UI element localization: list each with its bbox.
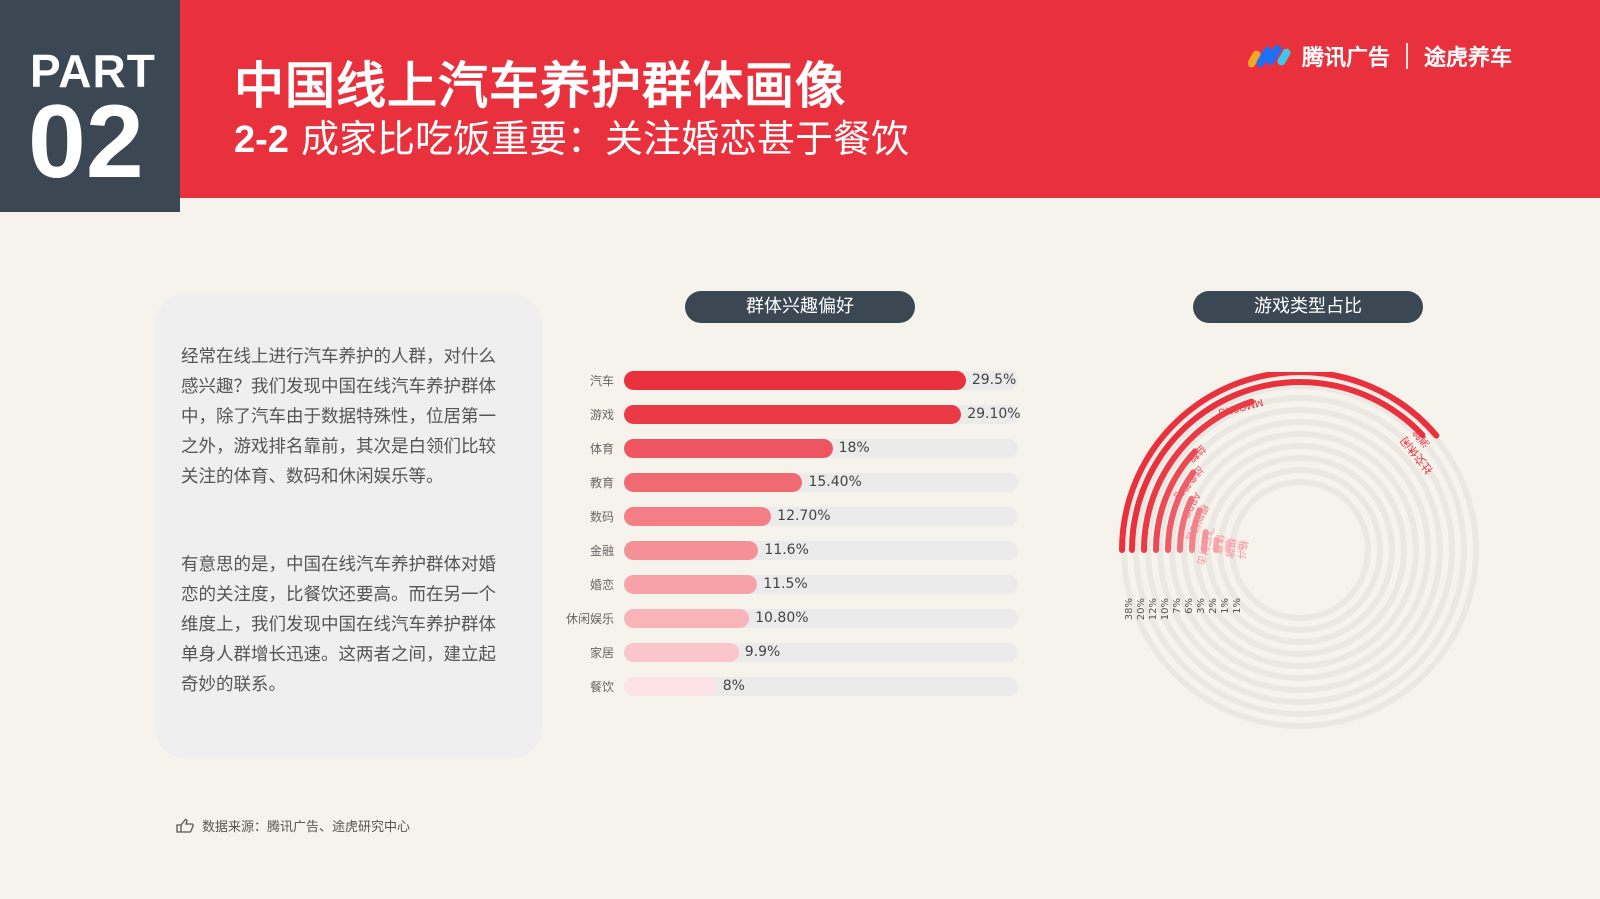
radial-value-label: 38% — [1124, 598, 1135, 620]
radial-bar — [1177, 495, 1195, 553]
bar-row: 数码 12.70% — [560, 504, 1040, 528]
bar-value-label: 29.5% — [971, 372, 1017, 388]
bar-category-label: 金融 — [589, 544, 614, 558]
game-radial-chart: 社交休闲消除38%MMOPRG20%益智12%战争策略10%ARPG7%模拟经营… — [1119, 372, 1479, 729]
bar-value-label: 10.80% — [755, 610, 809, 626]
game-chart-title: 游戏类型占比 — [1193, 291, 1423, 323]
bar-category-label: 游戏 — [589, 408, 614, 422]
bar-value-label: 8% — [722, 678, 745, 694]
radial-track — [1145, 395, 1455, 705]
radial-track — [1217, 467, 1383, 633]
description-paragraph-1: 经常在线上进行汽车养护的人群，对什么感兴趣？我们发现中国在线汽车养护群体中，除了… — [181, 347, 496, 487]
subtitle-number: 2-2 — [234, 119, 289, 161]
data-source: 数据来源：腾讯广告、途虎研究中心 — [176, 816, 410, 835]
bar-row: 休闲娱乐 10.80% — [560, 606, 1040, 630]
bar — [624, 643, 739, 662]
radial-track — [1157, 407, 1443, 693]
bar — [624, 405, 962, 424]
bar-value-label: 15.40% — [808, 474, 862, 490]
bar-category-label: 教育 — [589, 476, 614, 490]
bar-row: 教育 15.40% — [560, 470, 1040, 494]
radial-bar — [1201, 529, 1209, 553]
radial-bar — [1189, 507, 1203, 553]
radial-category-label: 格斗 — [1234, 539, 1250, 561]
bar-value-label: 18% — [838, 440, 870, 456]
radial-bar — [1212, 536, 1220, 553]
tencent-ads-logo-icon — [1248, 44, 1291, 68]
radial-value-label: 2% — [1208, 598, 1219, 614]
radial-track — [1169, 419, 1431, 681]
bar-value-label: 9.9% — [744, 644, 781, 660]
radial-value-label: 7% — [1172, 598, 1183, 614]
radial-bar — [1153, 448, 1199, 553]
radial-track — [1193, 443, 1407, 657]
pointing-hand-icon — [176, 818, 194, 833]
bar-row: 餐饮 8% — [560, 674, 1040, 698]
radial-bar — [1141, 398, 1255, 553]
bar-category-label: 数码 — [589, 510, 614, 524]
radial-track — [1205, 455, 1395, 645]
brand-right-label: 途虎养车 — [1424, 46, 1513, 71]
part-word: PART — [30, 45, 156, 97]
bar-category-label: 休闲娱乐 — [565, 612, 614, 626]
bar-category-label: 汽车 — [589, 374, 614, 388]
bar — [624, 439, 833, 458]
bar-row: 婚恋 11.5% — [560, 572, 1040, 596]
bar-category-label: 体育 — [589, 442, 614, 456]
page-title: 中国线上汽车养护群体画像 — [234, 57, 846, 115]
radial-track — [1133, 383, 1467, 717]
bar — [624, 677, 717, 696]
description-paragraph-2: 有意思的是，中国在线汽车养护群体对婚恋的关注度，比餐饮还要高。而在另一个维度上，… — [181, 555, 496, 695]
bar — [624, 371, 966, 390]
brand-logos: 腾讯广告 途虎养车 — [1248, 38, 1512, 74]
radial-value-label: 6% — [1184, 598, 1195, 614]
radial-value-label: 1% — [1232, 598, 1243, 614]
part-badge: PART 02 — [0, 0, 180, 212]
bar — [624, 507, 772, 526]
bar — [624, 473, 803, 492]
bar-value-label: 12.70% — [777, 508, 831, 524]
brand-divider — [1406, 43, 1409, 69]
bar — [624, 541, 759, 560]
radial-track — [1229, 479, 1371, 621]
interest-chart-title: 群体兴趣偏好 — [685, 291, 915, 323]
subtitle-text: 成家比吃饭重要：关注婚恋甚于餐饮 — [301, 117, 910, 161]
radial-value-label: 12% — [1148, 598, 1159, 620]
bar-row: 体育 18% — [560, 436, 1040, 460]
bar-category-label: 家居 — [589, 646, 614, 660]
description-card: 经常在线上进行汽车养护的人群，对什么感兴趣？我们发现中国在线汽车养护群体中，除了… — [155, 294, 542, 758]
radial-track — [1121, 372, 1479, 729]
radial-value-label: 3% — [1196, 598, 1207, 614]
radial-track — [1181, 431, 1419, 669]
bar-row: 金融 11.6% — [560, 538, 1040, 562]
brand-left-label: 腾讯广告 — [1302, 46, 1391, 71]
page-subtitle: 2-2 成家比吃饭重要：关注婚恋甚于餐饮 — [234, 108, 909, 163]
bar-value-label: 11.6% — [764, 542, 809, 558]
radial-category-label: 体育 — [1211, 533, 1228, 555]
bar — [624, 609, 750, 628]
header-banner — [0, 0, 1600, 198]
bar-category-label: 餐饮 — [589, 680, 614, 694]
radial-extra-arc — [1119, 372, 1440, 553]
bar-row: 汽车 29.5% — [560, 368, 1040, 392]
data-source-text: 数据来源：腾讯广告、途虎研究中心 — [202, 820, 411, 835]
radial-value-label: 20% — [1136, 598, 1147, 620]
bar-row: 游戏 29.10% — [560, 402, 1040, 426]
bar-value-label: 29.10% — [967, 406, 1021, 422]
interest-bar-chart: 汽车 29.5% 游戏 29.10% 体育 18% 教育 15.40% 数码 12.70% 金融 11… — [560, 368, 1040, 708]
bar-row: 家居 9.9% — [560, 640, 1040, 664]
bar-track — [624, 677, 1018, 696]
radial-category-label: 棋牌 — [1223, 537, 1239, 559]
radial-value-label: 1% — [1220, 598, 1231, 614]
part-number: 02 — [28, 84, 144, 200]
bar-value-label: 11.5% — [763, 576, 808, 592]
radial-value-label: 10% — [1160, 598, 1171, 620]
radial-bar — [1129, 379, 1426, 553]
radial-bar — [1165, 469, 1197, 553]
bar-category-label: 婚恋 — [589, 578, 614, 592]
bar — [624, 575, 758, 594]
